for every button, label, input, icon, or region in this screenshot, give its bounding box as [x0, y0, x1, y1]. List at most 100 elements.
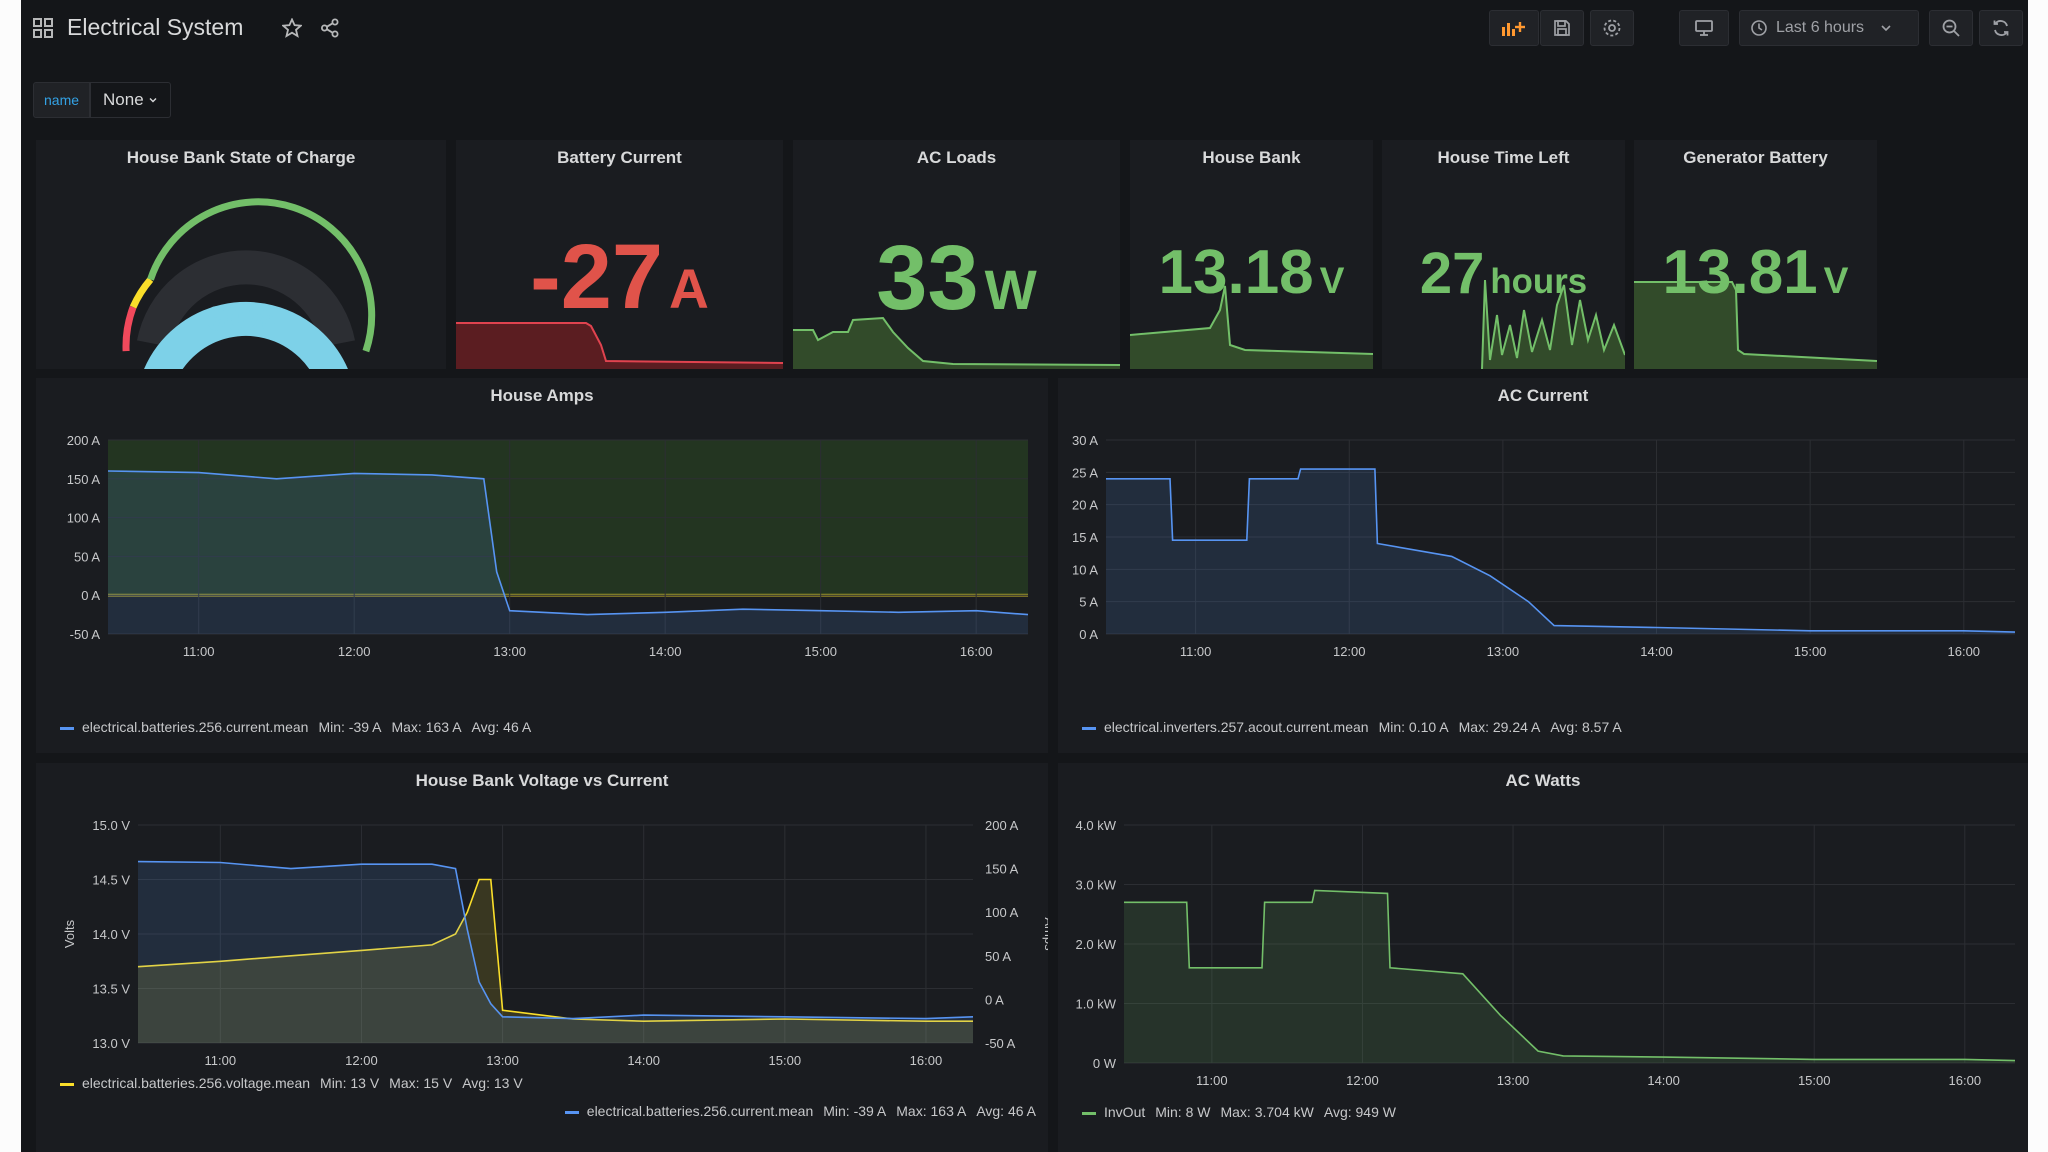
- y2-tick-label: 100 A: [985, 905, 1019, 920]
- variable-value: None: [103, 90, 144, 109]
- y-tick-label: 14.5 V: [92, 873, 130, 888]
- add-panel-icon: [1502, 22, 1525, 36]
- y-axis-label: Volts: [62, 919, 77, 948]
- gauge-threshold-green: [147, 198, 376, 353]
- panel-ac-watts[interactable]: AC Watts 4.0 kW 3.0 kW 2.0 kW 1.0 kW 0 W 11:0…: [1058, 763, 2028, 1152]
- ac-current-graph[interactable]: 30 A 25 A 20 A 15 A 10 A 5 A 0 A 11:00 12:00 13:0…: [1058, 378, 2028, 753]
- series-area: [108, 471, 1028, 634]
- add-panel-button[interactable]: [1489, 10, 1539, 46]
- house-amps-graph[interactable]: 200 A 150 A 100 A 50 A 0 A -50 A 11:00 12:00 13:…: [36, 378, 1048, 753]
- panel-house-bank-soc[interactable]: House Bank State of Charge 90%: [36, 140, 446, 369]
- ac-watts-graph[interactable]: 4.0 kW 3.0 kW 2.0 kW 1.0 kW 0 W 11:00 12:00 13:…: [1058, 763, 2028, 1152]
- x-tick-label: 11:00: [183, 644, 215, 659]
- x-tick-label: 13:00: [493, 644, 526, 659]
- x-tick-label: 16:00: [910, 1053, 943, 1068]
- gen-battery-value: 13.81 V: [1662, 238, 1849, 307]
- gear-icon: [1603, 19, 1621, 37]
- panel-title: House Bank Voltage vs Current: [415, 771, 669, 790]
- legend-item[interactable]: InvOut Min: 8 W Max: 3.704 kW Avg: 949 W: [1082, 1104, 1396, 1120]
- y-tick-label: 15.0 V: [92, 818, 130, 833]
- x-tick-label: 15:00: [804, 644, 837, 659]
- x-tick-label: 13:00: [1487, 644, 1520, 659]
- battery-current-value: -27 A: [530, 226, 709, 328]
- ac-loads-sparkline: [793, 316, 1120, 369]
- y-tick-label: 30 A: [1072, 433, 1098, 448]
- y-tick-label: -50 A: [70, 627, 101, 642]
- apps-grid-icon[interactable]: [31, 16, 55, 40]
- y2-tick-label: -50 A: [985, 1036, 1016, 1051]
- ac-loads-value: 33 W: [876, 227, 1037, 329]
- panel-title: House Bank State of Charge: [126, 148, 356, 167]
- refresh-icon: [1993, 20, 2009, 36]
- legend-item-voltage[interactable]: electrical.batteries.256.voltage.mean Min…: [60, 1075, 523, 1091]
- y2-axis-label: Amps: [1042, 917, 1048, 951]
- series-swatch: [1082, 726, 1096, 730]
- series-swatch: [60, 726, 74, 730]
- panel-voltage-vs-current[interactable]: House Bank Voltage vs Current 15.0 V 14.5…: [36, 763, 1048, 1152]
- gauge-threshold-yellow: [129, 277, 154, 309]
- legend-item[interactable]: electrical.batteries.256.current.mean Min…: [60, 719, 531, 735]
- y-tick-label: 4.0 kW: [1076, 818, 1117, 833]
- tv-mode-button[interactable]: [1679, 10, 1729, 46]
- y-tick-label: 14.0 V: [92, 927, 130, 942]
- panel-title: AC Watts: [1505, 771, 1581, 790]
- panel-generator-battery[interactable]: Generator Battery 13.81 V: [1634, 140, 1877, 369]
- y-tick-label: 13.5 V: [92, 982, 130, 997]
- clock-icon: [1751, 20, 1767, 36]
- y-tick-label: 200 A: [67, 433, 101, 448]
- time-left-value: 27 hours: [1419, 241, 1588, 306]
- series-swatch: [60, 1082, 74, 1086]
- series-swatch: [1082, 1111, 1096, 1115]
- panel-battery-current[interactable]: Battery Current -27 A: [456, 140, 783, 369]
- panel-title: House Time Left: [1437, 148, 1570, 167]
- panel-title: House Bank: [1202, 148, 1301, 167]
- panel-house-amps[interactable]: House Amps 200 A 150 A 100 A 50 A 0 A -50 A 11…: [36, 378, 1048, 753]
- panel-house-time-left[interactable]: House Time Left 27 hours: [1382, 140, 1625, 369]
- y2-tick-label: 50 A: [985, 949, 1011, 964]
- x-tick-label: 12:00: [338, 644, 371, 659]
- y-tick-label: 1.0 kW: [1076, 997, 1117, 1012]
- y-tick-label: 50 A: [74, 549, 100, 564]
- legend-item[interactable]: electrical.inverters.257.acout.current.m…: [1082, 719, 1622, 735]
- x-tick-label: 14:00: [649, 644, 682, 659]
- y-tick-label: 25 A: [1072, 465, 1098, 480]
- y-tick-label: 0 W: [1093, 1056, 1117, 1071]
- gauge-threshold-red: [122, 305, 137, 352]
- x-tick-label: 14:00: [1647, 1073, 1680, 1088]
- share-icon[interactable]: [318, 16, 342, 40]
- top-navbar: Electrical System Last 6 hours: [21, 0, 2028, 56]
- chevron-down-icon: [1881, 25, 1891, 32]
- panel-ac-loads[interactable]: AC Loads 33 W: [793, 140, 1120, 369]
- series-area: [1106, 469, 2015, 634]
- x-tick-label: 14:00: [1640, 644, 1673, 659]
- panel-title: House Amps: [490, 386, 594, 405]
- star-icon[interactable]: [280, 16, 304, 40]
- zoom-out-button[interactable]: [1929, 10, 1973, 46]
- time-range-picker[interactable]: Last 6 hours: [1739, 10, 1919, 46]
- y-tick-label: 0 A: [1079, 627, 1098, 642]
- template-variable-bar: name None: [33, 82, 172, 118]
- house-bank-value: 13.18 V: [1158, 238, 1345, 307]
- caret-down-icon: [149, 98, 157, 103]
- x-tick-label: 14:00: [627, 1053, 660, 1068]
- series-swatch: [564, 1110, 579, 1114]
- soc-value: 90%: [206, 300, 276, 338]
- settings-button[interactable]: [1590, 10, 1634, 46]
- gauge-fill: [144, 301, 348, 369]
- refresh-button[interactable]: [1979, 10, 2023, 46]
- series-area: [138, 879, 973, 1043]
- dashboard-app: Electrical System Last 6 hours: [21, 0, 2028, 1152]
- dashboard-title[interactable]: Electrical System: [67, 14, 244, 40]
- x-tick-label: 15:00: [1798, 1073, 1831, 1088]
- panel-title: AC Current: [1497, 386, 1589, 405]
- y-tick-label: 20 A: [1072, 498, 1098, 513]
- panel-ac-current[interactable]: AC Current 30 A 25 A 20 A 15 A 10 A 5 A 0 A 11:…: [1058, 378, 2028, 753]
- soc-gauge: [122, 198, 376, 369]
- voltage-vs-current-graph[interactable]: 15.0 V 14.5 V 14.0 V 13.5 V 13.0 V 200 A 150 A…: [36, 763, 1048, 1152]
- house-bank-sparkline: [1130, 285, 1373, 369]
- legend-item-current[interactable]: electrical.batteries.256.current.mean Min…: [564, 1103, 1036, 1119]
- panel-house-bank[interactable]: House Bank 13.18 V: [1130, 140, 1373, 369]
- save-dashboard-button[interactable]: [1540, 10, 1584, 46]
- x-tick-label: 16:00: [1949, 1073, 1982, 1088]
- variable-select[interactable]: None: [90, 82, 172, 118]
